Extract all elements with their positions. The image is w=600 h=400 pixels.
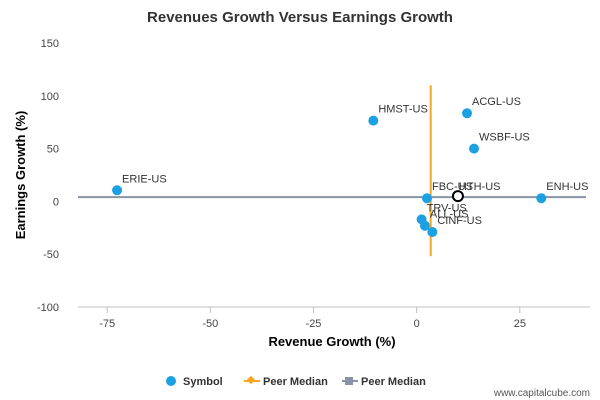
- data-point: [469, 143, 480, 154]
- y-tick-label: 150: [41, 38, 59, 50]
- y-tick-label: 100: [41, 91, 59, 103]
- data-point-labels: ERIE-US HMST-US ACGL-US WSBF-US FBC-US ENH-US…: [122, 96, 588, 227]
- data-point-label: HMST-US: [378, 104, 428, 116]
- data-point: [421, 193, 432, 204]
- legend[interactable]: Symbol Peer Median Peer Median: [166, 375, 426, 388]
- data-point: [462, 108, 473, 119]
- y-axis-ticks: -100 -50 0 50 100 150: [37, 38, 59, 314]
- data-point-label: ENH-US: [546, 181, 588, 193]
- x-axis-ticks: -75 -50 -25 0 25: [99, 307, 526, 330]
- legend-item[interactable]: Peer Median: [342, 376, 426, 388]
- credit-text: www.capitalcube.com: [493, 388, 590, 399]
- legend-square-marker: [345, 377, 353, 385]
- x-tick-label: -50: [202, 318, 218, 330]
- data-point-label: ACGL-US: [472, 96, 521, 108]
- x-axis-title: Revenue Growth (%): [268, 334, 395, 349]
- y-tick-label: -100: [37, 302, 59, 314]
- legend-label: Peer Median: [263, 376, 328, 388]
- legend-diamond-marker: [246, 375, 256, 385]
- highlight-data-point-label: HTH-US: [459, 181, 501, 193]
- y-tick-label: -50: [43, 249, 59, 261]
- legend-label: Peer Median: [361, 376, 426, 388]
- data-point: [536, 193, 547, 204]
- x-tick-label: -75: [99, 318, 115, 330]
- data-point-label: WSBF-US: [479, 132, 530, 144]
- data-point-label: CINF-US: [437, 215, 482, 227]
- legend-label: Symbol: [183, 376, 223, 388]
- data-point: [112, 185, 123, 196]
- data-point: [427, 227, 438, 238]
- data-point-label: ALL-US: [430, 209, 469, 221]
- y-axis-title: Earnings Growth (%): [13, 111, 28, 240]
- x-tick-label: -25: [306, 318, 322, 330]
- y-tick-label: 0: [53, 196, 59, 208]
- data-point-label: ERIE-US: [122, 173, 167, 185]
- data-point: [368, 115, 379, 126]
- data-point: [419, 220, 430, 231]
- legend-item[interactable]: Symbol: [166, 376, 223, 388]
- data-point-label: TRV-US: [427, 202, 467, 214]
- highlight-data-point: [451, 190, 464, 203]
- legend-symbol-marker: [166, 376, 176, 386]
- data-points: [112, 108, 547, 238]
- y-tick-label: 50: [47, 144, 59, 156]
- data-point-label: FBC-US: [432, 181, 473, 193]
- x-tick-label: 25: [514, 318, 526, 330]
- x-tick-label: 0: [414, 318, 420, 330]
- chart-title: Revenues Growth Versus Earnings Growth: [147, 9, 453, 26]
- legend-item[interactable]: Peer Median: [244, 375, 328, 388]
